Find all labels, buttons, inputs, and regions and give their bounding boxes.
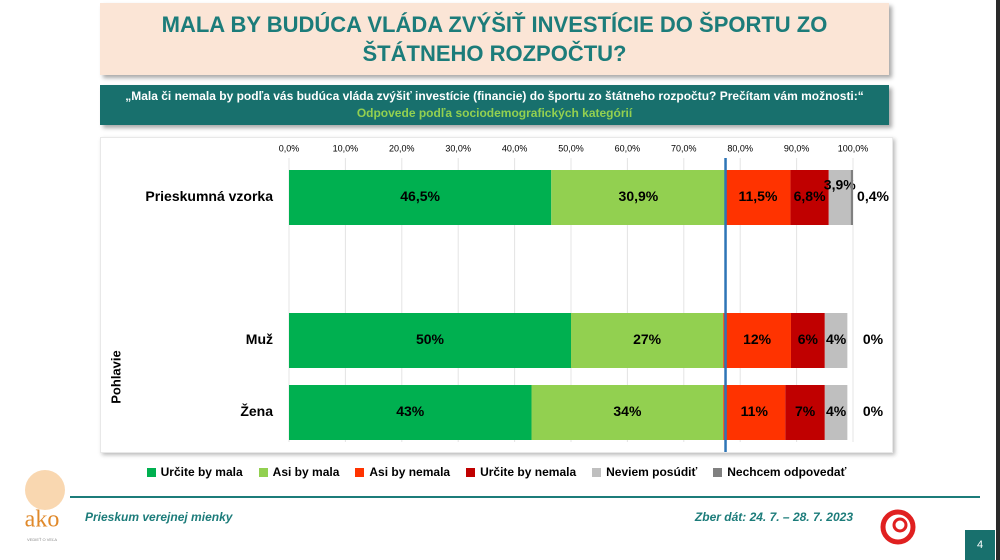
bar-segment bbox=[289, 313, 571, 368]
logo-tagline: VEDIEŤ O VEĽA bbox=[27, 537, 57, 542]
data-label: 0,4% bbox=[857, 188, 889, 204]
category-label: Žena bbox=[240, 402, 273, 419]
bar-segment bbox=[850, 170, 853, 225]
chart-frame bbox=[100, 137, 893, 453]
title-box: MALA BY BUDÚCA VLÁDA ZVÝŠIŤ INVESTÍCIE D… bbox=[100, 3, 889, 75]
footer-right: Zber dát: 24. 7. – 28. 7. 2023 bbox=[694, 510, 853, 524]
bar-segment bbox=[551, 170, 726, 225]
logo-head bbox=[25, 470, 65, 510]
page-number-box bbox=[965, 530, 995, 560]
x-tick-label: 40,0% bbox=[502, 143, 528, 153]
x-tick-label: 60,0% bbox=[615, 143, 641, 153]
data-label: 50% bbox=[416, 331, 445, 347]
x-tick-label: 10,0% bbox=[333, 143, 359, 153]
bar-segment bbox=[289, 170, 552, 225]
question: „Mala či nemala by podľa vás budúca vlád… bbox=[125, 89, 864, 103]
x-tick-label: 70,0% bbox=[671, 143, 697, 153]
category-label: Prieskumná vzorka bbox=[145, 188, 273, 204]
legend-label: Asi by mala bbox=[272, 465, 340, 479]
legend-swatch bbox=[592, 467, 602, 477]
data-label: 34% bbox=[613, 403, 642, 419]
data-label: 3,9% bbox=[824, 177, 856, 193]
slide-edge bbox=[996, 0, 1000, 560]
data-label: 7% bbox=[795, 403, 816, 419]
legend: Určite by mala Asi by mala Asi by nemala Ur… bbox=[100, 462, 893, 482]
footer-left: Prieskum verejnej mienky bbox=[85, 510, 234, 524]
category-label: Muž bbox=[246, 331, 273, 347]
bar-segment bbox=[571, 313, 724, 368]
title: MALA BY BUDÚCA VLÁDA ZVÝŠIŤ INVESTÍCIE D… bbox=[161, 12, 828, 66]
bar-segment bbox=[790, 313, 825, 368]
bar-segment bbox=[723, 385, 786, 440]
legend-label: Určite by mala bbox=[160, 465, 243, 479]
legend-label: Určite by nemala bbox=[480, 465, 577, 479]
legend-item: Určite by mala bbox=[146, 465, 243, 479]
x-tick-label: 90,0% bbox=[784, 143, 810, 153]
bar-segment bbox=[824, 313, 848, 368]
bar-segment bbox=[790, 170, 829, 225]
legend-swatch bbox=[146, 467, 156, 477]
bar-segment bbox=[725, 170, 791, 225]
legend-label: Asi by nemala bbox=[369, 465, 451, 479]
data-label: 4% bbox=[826, 403, 847, 419]
x-tick-label: 0,0% bbox=[279, 143, 300, 153]
legend-swatch bbox=[713, 467, 723, 477]
legend-label: Neviem posúdiť bbox=[606, 465, 698, 479]
subtitle: Odpovede podľa sociodemografických kateg… bbox=[356, 106, 633, 120]
legend-item: Asi by mala bbox=[258, 465, 340, 479]
data-label: 6% bbox=[798, 331, 819, 347]
x-tick-label: 30,0% bbox=[445, 143, 471, 153]
bar-segment bbox=[828, 170, 851, 225]
question-box: „Mala či nemala by podľa vás budúca vlád… bbox=[100, 85, 889, 125]
data-label: 11,5% bbox=[738, 188, 777, 204]
legend-swatch bbox=[258, 467, 268, 477]
data-label: 11% bbox=[741, 403, 769, 419]
data-label: 0% bbox=[863, 331, 884, 347]
legend-item: Neviem posúdiť bbox=[592, 465, 697, 479]
bar-segment bbox=[289, 385, 532, 440]
logo: ako bbox=[25, 507, 60, 533]
data-label: 0% bbox=[863, 403, 884, 419]
legend-item: Určite by nemala bbox=[466, 465, 576, 479]
category-group-label: Pohlavie bbox=[108, 350, 123, 403]
bar-segment bbox=[723, 313, 791, 368]
data-label: 6,8% bbox=[794, 188, 826, 204]
data-label: 12% bbox=[743, 331, 772, 347]
x-tick-label: 50,0% bbox=[558, 143, 584, 153]
x-tick-label: 80,0% bbox=[727, 143, 753, 153]
bar-segment bbox=[531, 385, 724, 440]
brand-logo-inner bbox=[892, 517, 908, 533]
legend-label: Nechcem odpovedať bbox=[727, 465, 847, 479]
legend-item: Asi by nemala bbox=[355, 465, 450, 479]
data-label: 43% bbox=[396, 403, 425, 419]
data-label: 27% bbox=[633, 331, 662, 347]
x-tick-label: 20,0% bbox=[389, 143, 415, 153]
x-tick-label: 100,0% bbox=[838, 143, 869, 153]
bar-segment bbox=[785, 385, 825, 440]
legend-item: Nechcem odpovedať bbox=[713, 465, 846, 479]
data-label: 46,5% bbox=[400, 188, 440, 204]
data-label: 30,9% bbox=[619, 188, 659, 204]
brand-logo bbox=[880, 509, 916, 545]
legend-swatch bbox=[355, 467, 365, 477]
data-label: 4% bbox=[826, 331, 847, 347]
legend-swatch bbox=[466, 467, 476, 477]
bar-segment bbox=[824, 385, 848, 440]
page-number: 4 bbox=[977, 539, 983, 551]
